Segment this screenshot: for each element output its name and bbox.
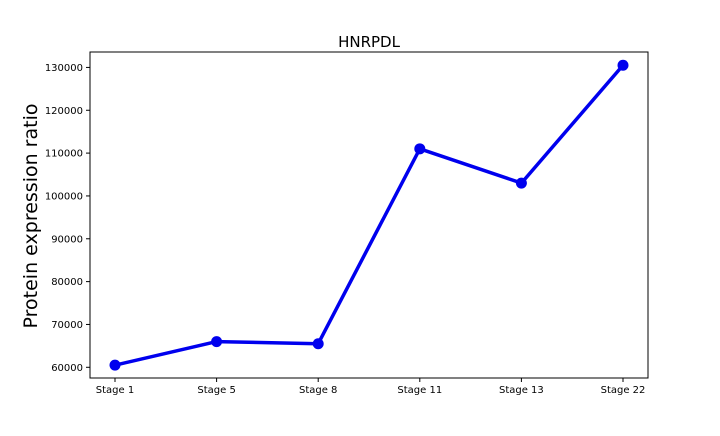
y-axis-label: Protein expression ratio	[20, 104, 42, 329]
series-line-0	[113, 63, 625, 367]
x-tick-label-stage-11: Stage 11	[397, 385, 442, 396]
y-tick-label-80000: 80000	[51, 277, 83, 288]
x-tick-label-stage-22: Stage 22	[601, 385, 646, 396]
x-tick-label-stage-1: Stage 1	[96, 385, 134, 396]
plot-frame	[89, 51, 649, 379]
x-tick-label-stage-5: Stage 5	[197, 385, 235, 396]
y-tick-label-60000: 60000	[51, 363, 83, 374]
x-tick-label-stage-13: Stage 13	[499, 385, 544, 396]
data-point-stage-1	[109, 359, 121, 371]
y-tick-label-90000: 90000	[51, 234, 83, 245]
y-tick-label-120000: 120000	[45, 106, 83, 117]
data-point-stage-22	[617, 59, 629, 71]
y-tick-label-130000: 130000	[45, 63, 83, 74]
chart-title: HNRPDL	[338, 33, 401, 51]
data-point-stage-5	[211, 336, 223, 348]
x-tick-label-stage-8: Stage 8	[299, 385, 337, 396]
data-point-stage-8	[312, 338, 324, 350]
data-point-stage-11	[414, 143, 426, 155]
data-point-stage-13	[515, 177, 527, 189]
y-tick-label-70000: 70000	[51, 320, 83, 331]
plot-area: 60000 70000 80000 90000 100000 110000 120000 13…	[45, 51, 649, 396]
y-tick-label-110000: 110000	[45, 149, 83, 160]
y-tick-label-100000: 100000	[45, 191, 83, 202]
